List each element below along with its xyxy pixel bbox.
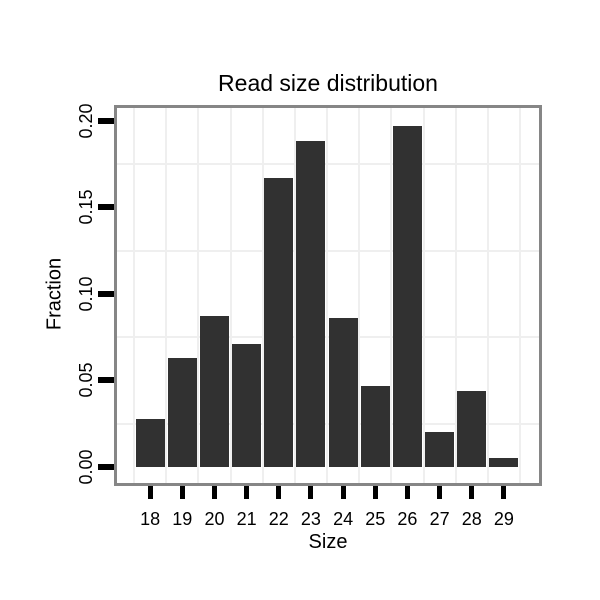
y-tick-label: 0.15 [76,189,96,225]
x-tick [308,486,314,499]
minor-gridline-y [117,422,539,425]
x-tick-label: 26 [397,509,418,529]
minor-gridline-x [486,108,489,483]
x-tick [437,486,443,499]
x-tick-label: 21 [236,509,257,529]
x-tick [404,486,410,499]
y-tick-label: 0.10 [76,276,96,312]
minor-gridline-y [117,249,539,252]
x-tick [244,486,250,499]
x-axis-title: Size [308,531,348,553]
minor-gridline-x [293,108,296,483]
minor-gridline-x [261,108,264,483]
x-tick-label: 19 [172,509,193,529]
x-tick-label: 29 [493,509,514,529]
x-tick [179,486,185,499]
minor-gridline-x [133,108,136,483]
x-tick [147,486,153,499]
y-tick [98,290,114,297]
x-tick-label: 27 [429,509,450,529]
minor-gridline-x [390,108,393,483]
bar-25 [360,385,390,468]
y-tick [98,204,114,211]
minor-gridline-x [358,108,361,483]
y-tick-label: 0.05 [76,362,96,398]
x-tick-label: 20 [204,509,225,529]
bar-26 [392,125,422,468]
x-tick-label: 23 [300,509,321,529]
x-tick [501,486,507,499]
bar-29 [489,458,519,468]
y-tick [98,117,114,124]
y-tick [98,377,114,384]
minor-gridline-x [326,108,329,483]
x-tick [340,486,346,499]
bar-24 [328,318,358,468]
minor-gridline-y [117,162,539,165]
x-tick-label: 22 [268,509,289,529]
minor-gridline-x [519,108,522,483]
bar-18 [135,418,165,468]
x-tick-label: 24 [333,509,354,529]
x-tick [372,486,378,499]
x-tick [276,486,282,499]
x-tick-label: 18 [140,509,161,529]
y-tick [98,464,114,471]
plot-panel [114,105,542,486]
x-tick-label: 28 [461,509,482,529]
minor-gridline-x [229,108,232,483]
bar-20 [199,316,229,468]
y-tick-label: 0.20 [76,103,96,139]
bar-27 [425,432,455,468]
x-tick-label: 25 [365,509,386,529]
minor-gridline-y [117,336,539,339]
bar-23 [296,141,326,468]
y-axis-title: Fraction [43,257,66,331]
chart-title: Read size distribution [218,70,438,96]
bar-22 [264,177,294,468]
minor-gridline-x [422,108,425,483]
minor-gridline-x [165,108,168,483]
bar-19 [167,357,197,468]
minor-gridline-x [197,108,200,483]
bar-21 [232,344,262,468]
y-tick-label: 0.00 [76,449,96,485]
minor-gridline-x [454,108,457,483]
bar-28 [457,390,487,468]
x-tick [469,486,475,499]
x-tick [211,486,217,499]
